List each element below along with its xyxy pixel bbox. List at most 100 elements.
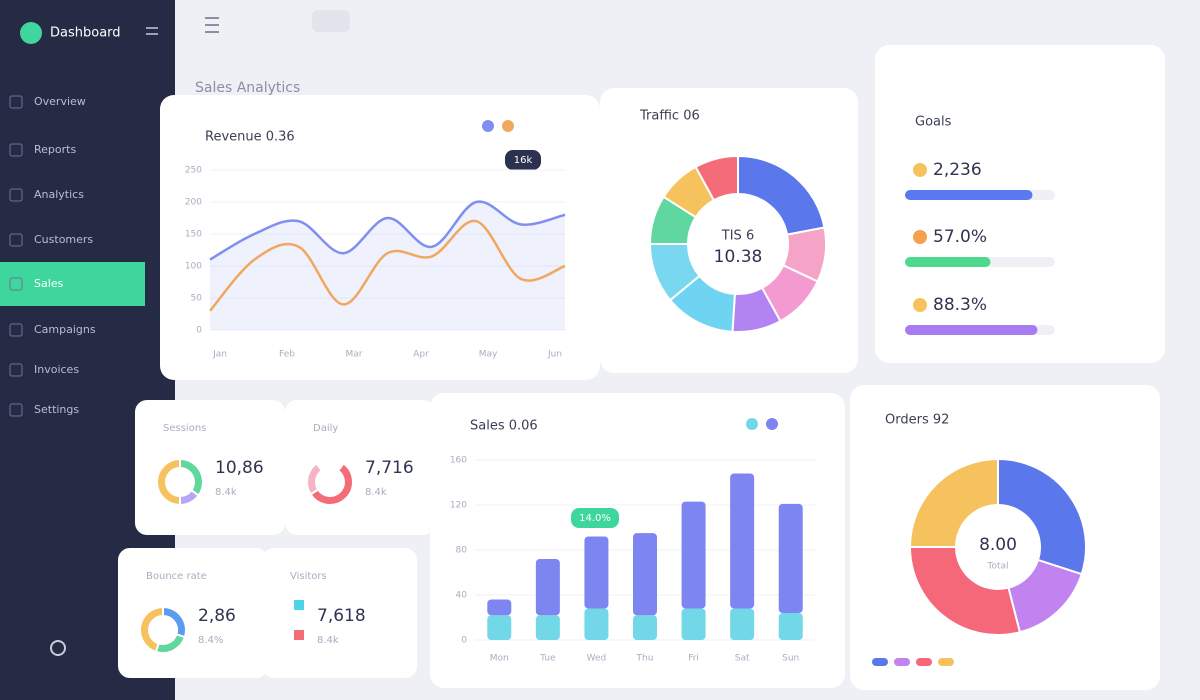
line-area xyxy=(210,201,565,330)
x-tick-label: Apr xyxy=(413,350,429,360)
stat-value: 7,716 xyxy=(365,458,414,478)
line xyxy=(209,200,566,261)
menu-item[interactable]: Analytics xyxy=(34,188,84,201)
menu-item[interactable]: Campaigns xyxy=(34,323,96,336)
menu-icon xyxy=(9,323,23,337)
donut-segment xyxy=(908,457,999,548)
badge xyxy=(505,150,541,170)
menu-icon xyxy=(9,95,23,109)
bar-segment xyxy=(535,615,560,640)
donut-segment xyxy=(156,457,181,507)
donut-segment xyxy=(139,605,164,654)
x-tick-label: Mar xyxy=(346,350,363,360)
x-tick-label: Tue xyxy=(539,654,556,664)
y-tick-label: 0 xyxy=(461,636,467,646)
stat-title: Daily xyxy=(313,423,338,434)
bar-segment xyxy=(633,615,657,640)
menu-item[interactable]: Sales xyxy=(34,277,64,290)
bar-segment xyxy=(730,473,755,609)
legend-dot xyxy=(894,658,910,666)
active-menu-bg xyxy=(0,262,145,306)
bar-segment xyxy=(681,608,706,640)
page-title: Sales Analytics xyxy=(195,80,300,96)
user-icon[interactable] xyxy=(50,640,66,656)
menu-icon xyxy=(9,233,23,247)
legend-square xyxy=(294,630,304,640)
card-title: Revenue 0.36 xyxy=(205,130,295,145)
donut2-card xyxy=(850,385,1160,690)
legend-dot xyxy=(746,418,758,430)
progress-bar xyxy=(905,325,1038,335)
stat-sub: 8.4% xyxy=(198,635,223,646)
x-tick-label: Fri xyxy=(688,654,699,664)
x-tick-label: Jan xyxy=(212,350,227,360)
bar-segment xyxy=(730,608,755,640)
stat-sub: 8.4k xyxy=(215,487,237,498)
y-tick-label: 120 xyxy=(450,501,467,511)
item-label: 57.0% xyxy=(933,227,987,247)
bar-segment xyxy=(487,599,512,616)
stat-title: Bounce rate xyxy=(146,571,207,582)
x-tick-label: Mon xyxy=(490,654,509,664)
menu-item[interactable]: Customers xyxy=(34,233,93,246)
header-button[interactable] xyxy=(312,10,350,32)
legend-dot xyxy=(766,418,778,430)
bar-segment xyxy=(487,615,512,640)
stat-card xyxy=(118,548,268,678)
legend-dot xyxy=(872,658,888,666)
center-label: TIS 6 xyxy=(721,229,754,244)
card-title: Sales 0.06 xyxy=(470,419,538,434)
donut-segment xyxy=(908,546,1022,636)
stat-sub: 8.4k xyxy=(365,487,387,498)
menu-icon xyxy=(9,188,23,202)
card-title: Orders 92 xyxy=(885,413,949,428)
stat-card xyxy=(262,548,417,678)
card-title: Traffic 06 xyxy=(639,109,700,124)
stat-value: 2,86 xyxy=(198,606,236,626)
y-tick-label: 150 xyxy=(185,230,202,240)
bar-segment xyxy=(584,536,609,609)
menu-item[interactable]: Overview xyxy=(34,95,86,108)
header-icon[interactable] xyxy=(205,17,219,33)
center-value: 8.00 xyxy=(979,535,1017,555)
x-tick-label: Feb xyxy=(279,350,295,360)
menu-item[interactable]: Invoices xyxy=(34,363,79,376)
bar-segment xyxy=(633,533,657,616)
progress-bar xyxy=(905,190,1033,200)
brand: Dashboard xyxy=(50,26,121,41)
menu-icon[interactable] xyxy=(146,27,158,35)
legend-square xyxy=(294,600,304,610)
stat-title: Visitors xyxy=(290,571,327,582)
menu-icon xyxy=(9,143,23,157)
bar-segment xyxy=(584,608,609,640)
line xyxy=(209,219,566,312)
badge-text: 14.0% xyxy=(579,513,611,524)
y-tick-label: 40 xyxy=(456,591,468,601)
badge-text: 16k xyxy=(514,155,533,166)
donut-segment xyxy=(309,461,354,506)
y-tick-label: 250 xyxy=(185,166,202,176)
menu-item[interactable]: Reports xyxy=(34,143,76,156)
donut-segment xyxy=(694,154,739,202)
menu-icon xyxy=(9,363,23,377)
donut-segment xyxy=(306,461,324,496)
item-label: 2,236 xyxy=(933,160,982,180)
stat-sub: 8.4k xyxy=(317,635,339,646)
y-tick-label: 0 xyxy=(196,326,202,336)
legend-dot xyxy=(482,120,494,132)
x-tick-label: May xyxy=(479,350,498,360)
menu-item[interactable]: Settings xyxy=(34,403,79,416)
bar-segment xyxy=(535,559,560,616)
stat-value: 10,86 xyxy=(215,458,264,478)
center-label: Total xyxy=(986,562,1008,572)
item-dot xyxy=(913,298,927,312)
y-tick-label: 80 xyxy=(456,546,468,556)
y-tick-label: 160 xyxy=(450,456,467,466)
x-tick-label: Sat xyxy=(735,654,750,664)
legend-dot xyxy=(938,658,954,666)
bar-segment xyxy=(778,503,803,613)
item-dot xyxy=(913,163,927,177)
legend-dot xyxy=(916,658,932,666)
y-tick-label: 200 xyxy=(185,198,202,208)
